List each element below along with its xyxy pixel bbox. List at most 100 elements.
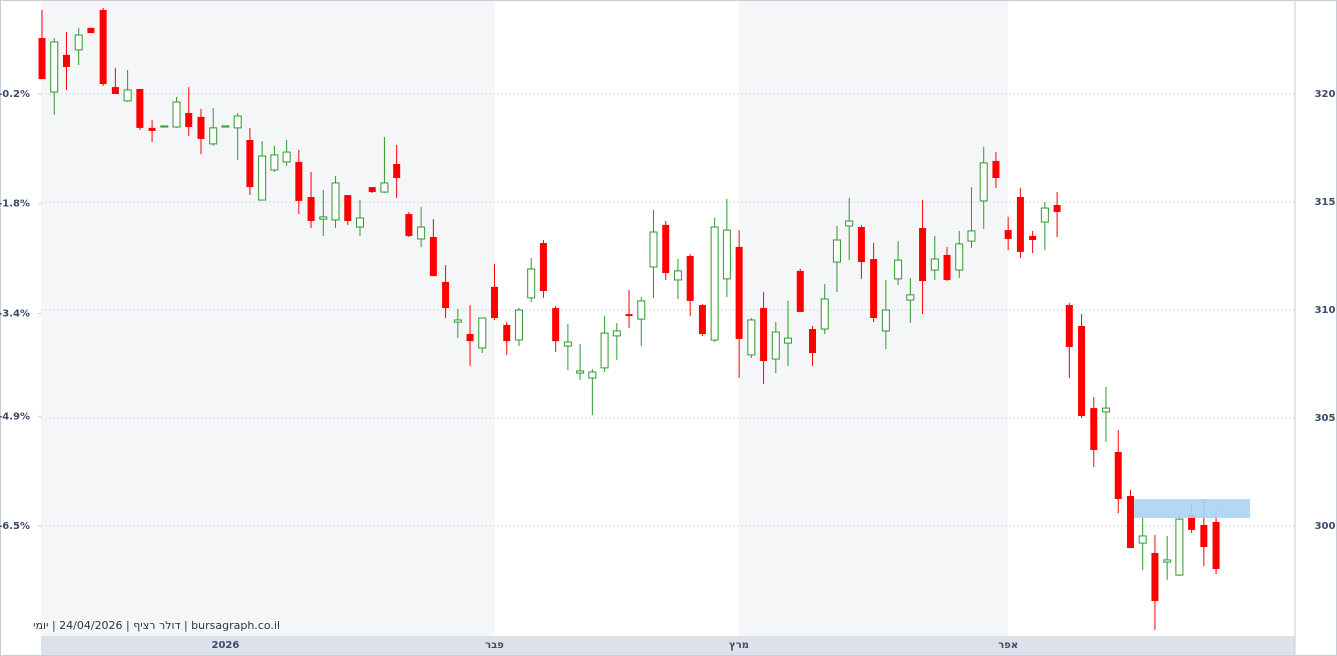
candle-body	[832, 239, 841, 263]
candle-body	[50, 41, 59, 93]
y-tick-label: 305	[1315, 413, 1336, 424]
candle-body	[919, 227, 927, 282]
candle-body	[466, 333, 474, 342]
highlight-zone	[1134, 499, 1250, 519]
candle-body	[319, 216, 328, 220]
candle-body	[514, 309, 523, 341]
y2-tick-label: -3.4%	[0, 308, 30, 319]
candle-body	[453, 319, 462, 323]
candle-body	[185, 112, 193, 128]
y-tick-label: 300	[1315, 521, 1336, 532]
candle-body	[1200, 524, 1208, 547]
candle-body	[172, 101, 181, 128]
month-band	[1008, 0, 1295, 636]
candle-body	[1126, 496, 1134, 549]
candle-body	[894, 259, 903, 280]
candle-body	[979, 162, 988, 202]
candle-body	[1004, 230, 1012, 239]
candle-body	[405, 214, 413, 236]
candle-body	[955, 243, 964, 271]
candle-body	[992, 160, 1000, 179]
candle-body	[600, 332, 609, 369]
candle-body	[136, 89, 144, 128]
candle-body	[563, 341, 572, 347]
candle-body	[820, 298, 829, 330]
candle-body	[673, 270, 682, 281]
candle-body	[784, 337, 793, 344]
background	[41, 0, 1295, 636]
candle-body	[930, 258, 939, 271]
y-tick-label: 320	[1315, 89, 1336, 100]
candle-body	[588, 371, 597, 379]
candle-body	[270, 154, 279, 171]
candle-body	[246, 139, 254, 188]
candle-body	[796, 270, 804, 312]
candle-body	[148, 127, 156, 131]
candle-body	[539, 243, 547, 291]
y2-tick-label: -0.2%	[0, 89, 30, 100]
x-tick-label: אפר	[998, 640, 1018, 651]
candle-body	[612, 330, 621, 337]
candle-body	[698, 305, 706, 334]
candle-body	[771, 331, 780, 360]
y-tick-label: 315	[1315, 197, 1336, 208]
candle-body	[87, 27, 95, 34]
candle-body	[857, 227, 865, 263]
candle-body	[282, 151, 291, 163]
candle-body	[1175, 518, 1184, 576]
candle-body	[576, 370, 585, 374]
candle-body	[906, 294, 915, 301]
candle-body	[417, 226, 426, 240]
y2-tick-label: -6.5%	[0, 521, 30, 532]
candle-body	[1151, 553, 1159, 602]
candle-body	[331, 182, 340, 221]
y-tick-label: 310	[1315, 305, 1336, 316]
candle-body	[344, 195, 352, 222]
candle-body	[233, 115, 242, 129]
candle-body	[368, 187, 376, 193]
candle-body	[747, 319, 756, 356]
candle-body	[221, 125, 230, 128]
candle-body	[808, 329, 816, 353]
candle-body	[197, 116, 205, 139]
candle-body	[99, 9, 107, 85]
candle-body	[1029, 235, 1037, 241]
candle-body	[1016, 197, 1024, 252]
candle-body	[637, 300, 646, 320]
candle-body	[1212, 521, 1220, 570]
candle-body	[1065, 305, 1073, 347]
candle-body	[1163, 559, 1172, 563]
candle-body	[62, 54, 70, 67]
candle-body	[393, 163, 401, 179]
candle-body	[295, 162, 303, 201]
candle-body	[380, 182, 389, 193]
candle-body	[662, 224, 670, 274]
candle-body	[74, 34, 83, 51]
candle-body	[686, 255, 694, 301]
candle-body	[1114, 451, 1122, 500]
candle-body	[710, 226, 719, 341]
candle-body	[442, 281, 450, 309]
candle-body	[503, 324, 511, 342]
month-band	[494, 0, 740, 636]
candle-body	[258, 155, 267, 201]
candle-body	[552, 308, 560, 342]
y2-tick-label: -4.9%	[0, 411, 30, 422]
candle-body	[1053, 205, 1061, 212]
candle-body	[527, 268, 536, 299]
candle-body	[943, 254, 951, 280]
candle-body	[123, 89, 132, 102]
candle-body	[649, 231, 658, 268]
candle-body	[307, 197, 315, 222]
candles	[38, 7, 1250, 630]
y2-tick-label: -1.8%	[0, 199, 30, 210]
candle-body	[160, 125, 169, 128]
grid	[41, 93, 1295, 527]
candle-body	[1090, 408, 1098, 450]
x-tick-label: פבר	[485, 640, 504, 651]
candle-body	[625, 314, 633, 317]
candle-body	[1102, 407, 1111, 413]
candle-body	[38, 38, 46, 80]
